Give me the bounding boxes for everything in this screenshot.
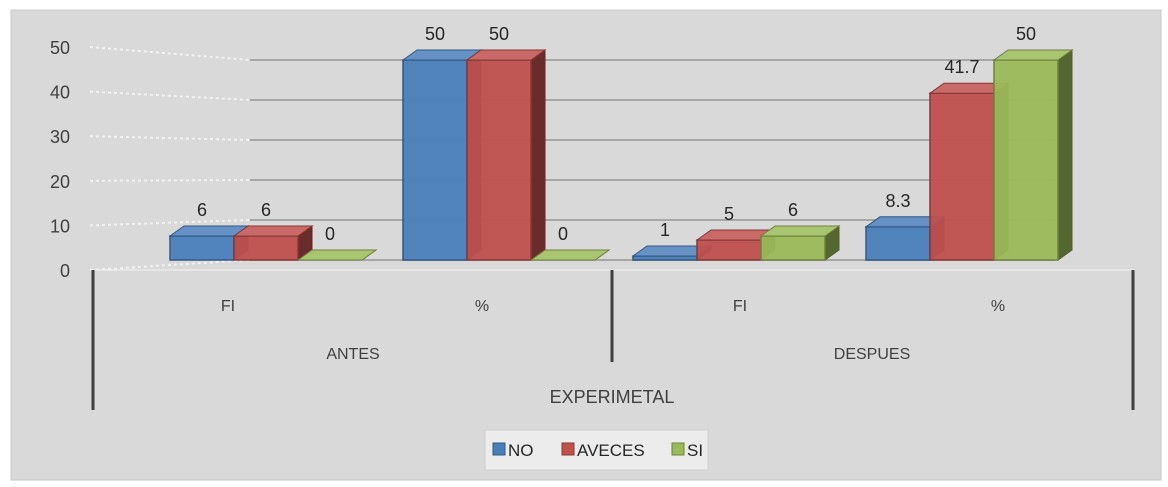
- data-label: 1: [660, 220, 670, 240]
- legend-label: NO: [508, 441, 534, 460]
- bar-si-2: [759, 225, 841, 261]
- data-label: 50: [489, 24, 509, 44]
- y-tick-label: 20: [50, 172, 70, 192]
- legend-swatch: [492, 442, 506, 456]
- category-label: %: [991, 298, 1005, 315]
- grid-line-perspective: [89, 135, 251, 141]
- y-tick-label: 30: [50, 127, 70, 147]
- grid-line-perspective: [89, 259, 251, 271]
- grid-line-perspective: [89, 179, 251, 182]
- legend-swatch: [671, 442, 685, 456]
- legend-label: SI: [687, 441, 703, 460]
- legend: NO AVECES SI: [484, 429, 709, 471]
- bar-si-3: [992, 49, 1074, 261]
- bar-aveces-0: [232, 225, 314, 261]
- category-label: %: [475, 298, 489, 315]
- bar-si-1: [529, 249, 611, 261]
- legend-swatch: [561, 442, 575, 456]
- y-axis-ticks: 0 10 20 30 40 50: [50, 38, 70, 281]
- bar-si-0: [296, 249, 378, 261]
- y-tick-label: 10: [50, 216, 70, 236]
- legend-box: [484, 429, 709, 471]
- category-axis: FI% FI % ANTES DESPUES EXPERIMETAL: [91, 270, 1135, 410]
- legend-item-aveces: AVECES: [561, 441, 645, 460]
- data-label: 8.3: [885, 191, 910, 211]
- grid-line-perspective: [89, 219, 251, 227]
- legend-item-si: SI: [671, 441, 703, 460]
- data-label: 50: [1016, 24, 1036, 44]
- y-tick-label: 0: [60, 261, 70, 281]
- bar-aveces-1: [465, 49, 547, 261]
- group-label: DESPUES: [834, 346, 910, 363]
- y-tick-label: 50: [50, 38, 70, 58]
- data-labels: 6 6 0 50 50 0 1 5 6 8.3 41.7 50: [197, 24, 1036, 244]
- grid-line-perspective: [89, 90, 251, 101]
- bars: [168, 49, 1074, 261]
- data-label: 0: [325, 224, 335, 244]
- group-label: ANTES: [326, 346, 379, 363]
- data-label: 5: [724, 204, 734, 224]
- data-label: 6: [261, 200, 271, 220]
- y-tick-label: 40: [50, 83, 70, 103]
- category-label: FI: [733, 298, 747, 315]
- data-label: 50: [425, 24, 445, 44]
- grid-line-perspective: [89, 46, 251, 61]
- data-label: 6: [788, 200, 798, 220]
- outer-category-label: EXPERIMETAL: [550, 387, 675, 407]
- category-label: FI: [221, 298, 235, 315]
- legend-item-no: NO: [492, 441, 534, 460]
- data-label: 41.7: [944, 57, 979, 77]
- legend-label: AVECES: [577, 441, 645, 460]
- data-label: 0: [558, 224, 568, 244]
- data-label: 6: [197, 200, 207, 220]
